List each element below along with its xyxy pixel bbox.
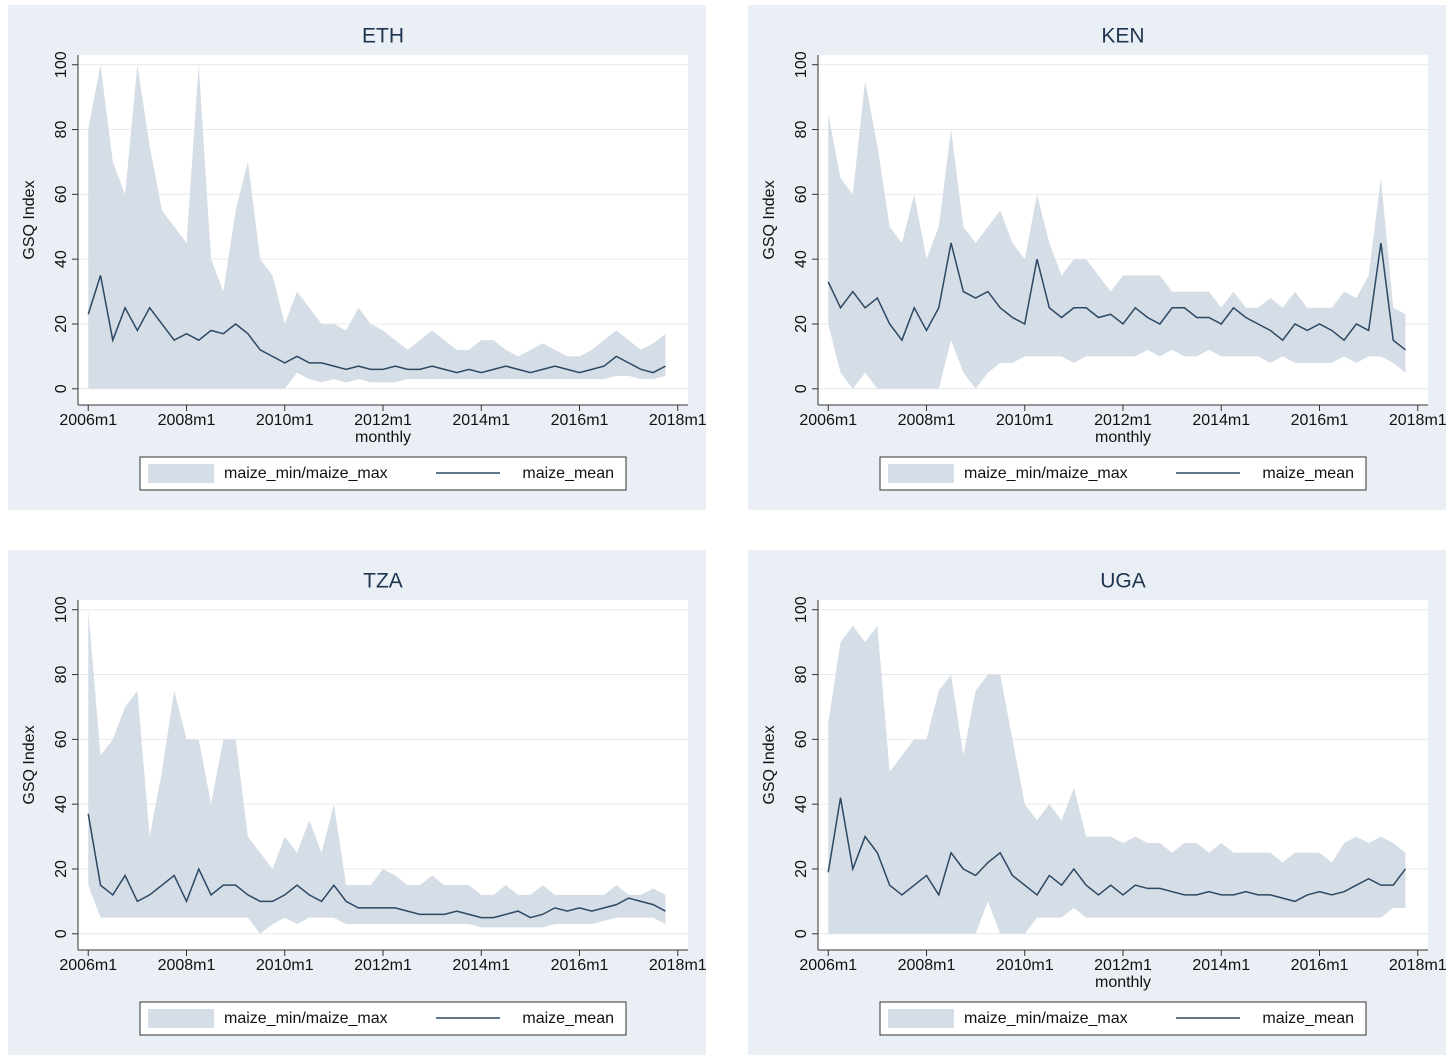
legend-box xyxy=(879,456,1367,491)
x-tick-label: 2006m1 xyxy=(59,412,117,429)
x-tick-label: 2016m1 xyxy=(1291,412,1349,429)
x-tick-label: 2012m1 xyxy=(1094,957,1152,974)
x-tick-label: 2010m1 xyxy=(256,412,314,429)
y-axis-label: GSQ Index xyxy=(21,180,38,259)
y-tick-label: 40 xyxy=(793,795,810,813)
y-tick-label: 100 xyxy=(53,51,70,78)
chart-title: KEN xyxy=(1101,25,1144,48)
legend: maize_min/maize_max maize_mean xyxy=(139,456,627,491)
x-tick-label: 2006m1 xyxy=(799,957,857,974)
legend-label: maize_mean xyxy=(1262,1010,1354,1027)
y-tick-label: 40 xyxy=(53,250,70,268)
x-tick-label: 2010m1 xyxy=(996,412,1054,429)
x-tick-label: 2010m1 xyxy=(256,957,314,974)
y-tick-label: 100 xyxy=(793,51,810,78)
mean-line xyxy=(827,242,1406,351)
legend-label: maize_min/maize_max xyxy=(224,465,388,482)
legend-box xyxy=(139,1001,627,1036)
y-tick-label: 100 xyxy=(793,596,810,623)
y-tick-label: 80 xyxy=(53,121,70,139)
legend-swatch xyxy=(148,464,214,483)
y-tick-label: 40 xyxy=(53,795,70,813)
range-band xyxy=(828,80,1406,389)
y-tick-label: 0 xyxy=(793,384,810,393)
x-tick-label: 2012m1 xyxy=(354,412,412,429)
y-tick-label: 60 xyxy=(53,185,70,203)
mean-line xyxy=(827,797,1407,903)
x-tick-label: 2010m1 xyxy=(996,957,1054,974)
legend-label: maize_min/maize_max xyxy=(964,1010,1128,1027)
legend: maize_min/maize_max maize_mean xyxy=(139,1001,627,1036)
x-tick-label: 2018m1 xyxy=(649,957,707,974)
y-tick-label: 0 xyxy=(793,929,810,938)
panel: ETH 0 20 40 60 80 100 2006m1 2008m1 2010m1 2012m1 2… xyxy=(8,5,707,510)
x-tick-label: 2014m1 xyxy=(1192,957,1250,974)
x-tick-label: 2016m1 xyxy=(551,412,609,429)
range-band xyxy=(88,64,666,389)
legend-swatch xyxy=(148,1009,214,1028)
x-axis-label: monthly xyxy=(355,429,411,446)
legend-label: maize_min/maize_max xyxy=(224,1010,388,1027)
y-tick-label: 0 xyxy=(53,929,70,938)
x-axis-label: monthly xyxy=(1095,974,1151,991)
legend-label: maize_mean xyxy=(1262,465,1354,482)
x-tick-label: 2016m1 xyxy=(551,957,609,974)
panel: TZA 0 20 40 60 80 100 2006m1 2008m1 2010m1 2012m1 2… xyxy=(8,550,707,1055)
legend-label: maize_mean xyxy=(522,1010,614,1027)
x-tick-label: 2006m1 xyxy=(59,957,117,974)
legend-box xyxy=(139,456,627,491)
legend-label: maize_min/maize_max xyxy=(964,465,1128,482)
x-tick-label: 2006m1 xyxy=(799,412,857,429)
legend-swatch xyxy=(888,464,954,483)
x-axis-label: monthly xyxy=(1095,429,1151,446)
y-tick-label: 20 xyxy=(53,860,70,878)
mean-line xyxy=(87,813,666,919)
y-axis-label: GSQ Index xyxy=(21,725,38,804)
x-tick-label: 2018m1 xyxy=(1389,957,1447,974)
x-tick-label: 2008m1 xyxy=(158,957,216,974)
chart-title: UGA xyxy=(1100,570,1146,593)
x-tick-label: 2012m1 xyxy=(1094,412,1152,429)
legend-swatch xyxy=(888,1009,954,1028)
chart-title: ETH xyxy=(362,25,404,48)
x-tick-label: 2018m1 xyxy=(649,412,707,429)
y-tick-label: 60 xyxy=(793,185,810,203)
chart-title: TZA xyxy=(363,570,403,593)
y-tick-label: 60 xyxy=(793,730,810,748)
y-axis-label: GSQ Index xyxy=(761,725,778,804)
x-tick-label: 2008m1 xyxy=(898,412,956,429)
y-tick-label: 40 xyxy=(793,250,810,268)
y-tick-label: 80 xyxy=(793,121,810,139)
y-tick-label: 60 xyxy=(53,730,70,748)
legend-label: maize_mean xyxy=(522,465,614,482)
y-tick-label: 80 xyxy=(793,666,810,684)
panel: KEN 0 20 40 60 80 100 2006m1 2008m1 2010m1 2012m1 2… xyxy=(748,5,1447,510)
range-band xyxy=(828,625,1406,934)
panel: UGA 0 20 40 60 80 100 2006m1 2008m1 2010m1 2012m1 2… xyxy=(748,550,1447,1055)
y-tick-label: 80 xyxy=(53,666,70,684)
x-tick-label: 2014m1 xyxy=(1192,412,1250,429)
y-tick-label: 20 xyxy=(53,315,70,333)
legend: maize_min/maize_max maize_mean xyxy=(879,1001,1367,1036)
y-tick-label: 100 xyxy=(53,596,70,623)
x-tick-label: 2008m1 xyxy=(898,957,956,974)
legend-box xyxy=(879,1001,1367,1036)
y-axis-label: GSQ Index xyxy=(761,180,778,259)
x-tick-label: 2012m1 xyxy=(354,957,412,974)
x-tick-label: 2008m1 xyxy=(158,412,216,429)
y-tick-label: 0 xyxy=(53,384,70,393)
x-tick-label: 2016m1 xyxy=(1291,957,1349,974)
mean-line xyxy=(87,275,666,374)
legend: maize_min/maize_max maize_mean xyxy=(879,456,1367,491)
x-tick-label: 2014m1 xyxy=(452,412,510,429)
range-band xyxy=(88,609,666,934)
y-tick-label: 20 xyxy=(793,860,810,878)
y-tick-label: 20 xyxy=(793,315,810,333)
x-tick-label: 2014m1 xyxy=(452,957,510,974)
x-tick-label: 2018m1 xyxy=(1389,412,1447,429)
